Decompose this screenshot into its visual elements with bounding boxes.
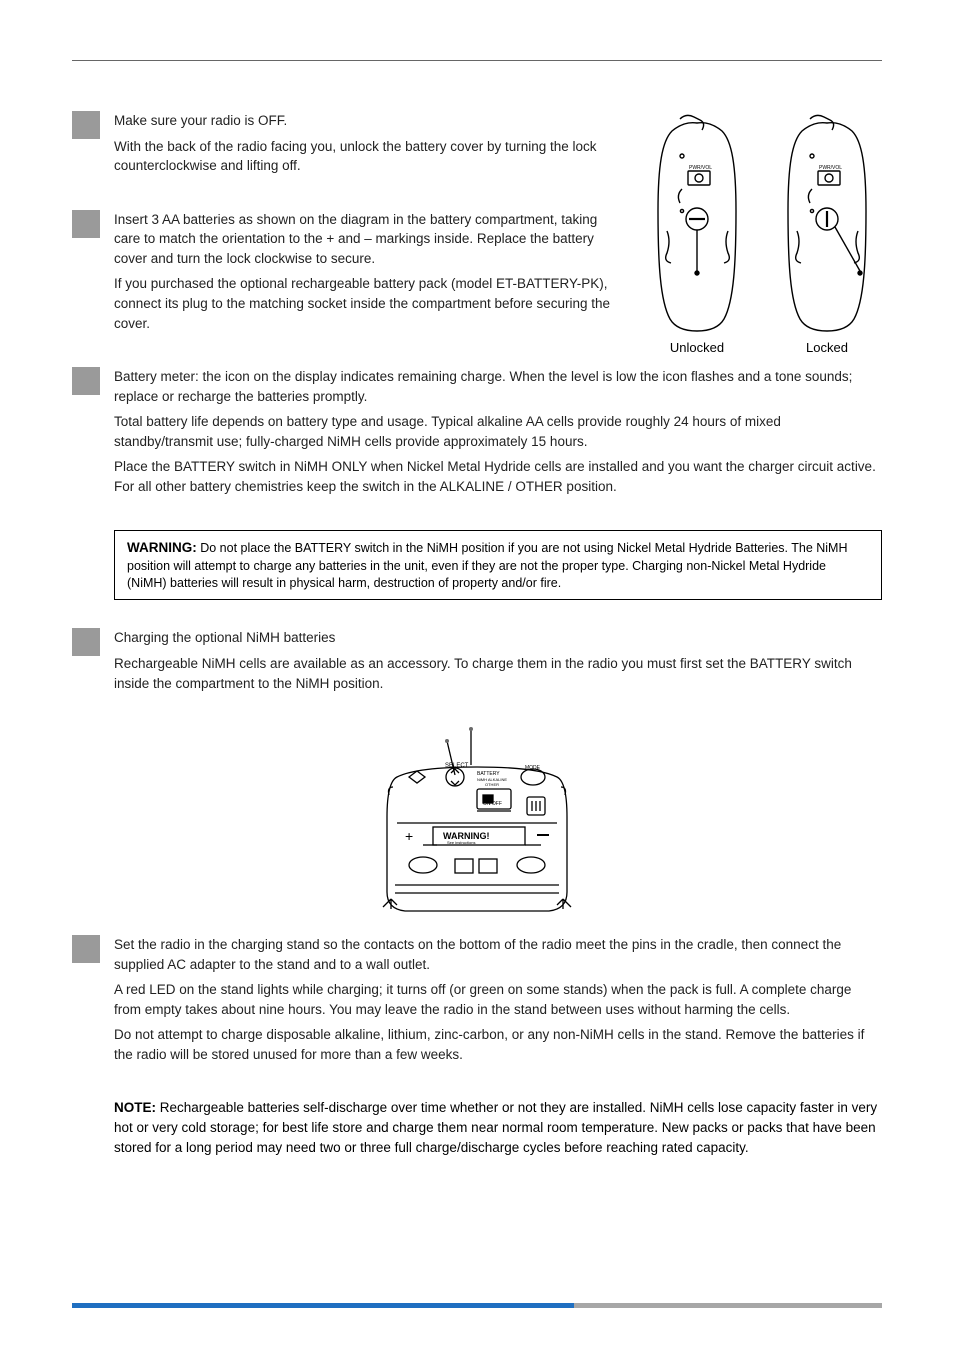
locked-diagram-col: PWR/VOL Locked xyxy=(772,111,882,355)
compartment-diagram-wrap: SELECT BATTERY NiMH ALKALINE OTHER ON OF… xyxy=(72,727,882,917)
svg-text:ON OFF: ON OFF xyxy=(483,801,502,807)
step-5-line-2: A red LED on the stand lights while char… xyxy=(114,980,882,1019)
note-text: Rechargeable batteries self-discharge ov… xyxy=(114,1100,877,1154)
svg-text:PWR/VOL: PWR/VOL xyxy=(819,165,842,171)
step-3-line-3: Place the BATTERY switch in NiMH ONLY wh… xyxy=(114,457,882,496)
step-5-number-box xyxy=(72,935,100,963)
svg-text:See instructions: See instructions xyxy=(447,840,475,845)
step-1-line-2: With the back of the radio facing you, u… xyxy=(114,137,622,176)
svg-text:SELECT: SELECT xyxy=(445,763,469,769)
step-3: Battery meter: the icon on the display i… xyxy=(72,367,882,502)
step-4-body: Charging the optional NiMH batteries Rec… xyxy=(114,628,882,699)
step-5: Set the radio in the charging stand so t… xyxy=(72,935,882,1070)
step-4-number-box xyxy=(72,628,100,656)
step-3-line-1: Battery meter: the icon on the display i… xyxy=(114,367,882,406)
unlocked-diagram-col: PWR/VOL Unlocked xyxy=(642,111,752,355)
step-2: Insert 3 AA batteries as shown on the di… xyxy=(72,210,622,339)
warning-label: WARNING: xyxy=(127,540,197,555)
step-4: Charging the optional NiMH batteries Rec… xyxy=(72,628,882,699)
svg-text:+: + xyxy=(405,828,413,844)
step-1-line-1: Make sure your radio is OFF. xyxy=(114,111,622,131)
step-5-body: Set the radio in the charging stand so t… xyxy=(114,935,882,1070)
step-2-body: Insert 3 AA batteries as shown on the di… xyxy=(114,210,622,339)
svg-text:PWR/VOL: PWR/VOL xyxy=(689,165,712,171)
unlocked-caption: Unlocked xyxy=(670,340,724,355)
svg-text:OTHER: OTHER xyxy=(485,782,499,787)
footer-bar-grey xyxy=(574,1303,882,1308)
step-3-line-2: Total battery life depends on battery ty… xyxy=(114,412,882,451)
step-4-line-1: Rechargeable NiMH cells are available as… xyxy=(114,654,882,693)
step-5-line-3: Do not attempt to charge disposable alka… xyxy=(114,1025,882,1064)
svg-text:MODE: MODE xyxy=(525,765,541,771)
warning-box: WARNING: Do not place the BATTERY switch… xyxy=(114,530,882,600)
step-1-body: Make sure your radio is OFF. With the ba… xyxy=(114,111,622,182)
step-2-number-box xyxy=(72,210,100,238)
note-block: NOTE: Rechargeable batteries self-discha… xyxy=(114,1098,882,1157)
step-3-body: Battery meter: the icon on the display i… xyxy=(114,367,882,502)
top-rule xyxy=(72,60,882,61)
footer-bar-blue xyxy=(72,1303,574,1308)
page-root: PWR/VOL Unlocked xyxy=(0,0,954,1350)
step-4-title: Charging the optional NiMH batteries xyxy=(114,628,882,648)
locked-caption: Locked xyxy=(806,340,848,355)
step-1: Make sure your radio is OFF. With the ba… xyxy=(72,111,622,182)
step-5-line-1: Set the radio in the charging stand so t… xyxy=(114,935,882,974)
warning-text: Do not place the BATTERY switch in the N… xyxy=(127,541,848,589)
radio-unlocked-icon: PWR/VOL xyxy=(642,111,752,336)
battery-compartment-icon: SELECT BATTERY NiMH ALKALINE OTHER ON OF… xyxy=(377,727,577,917)
note-label: NOTE: xyxy=(114,1100,156,1115)
radio-locked-icon: PWR/VOL xyxy=(772,111,882,336)
step-1-number-box xyxy=(72,111,100,139)
footer-bar xyxy=(72,1303,882,1308)
step-2-line-2: If you purchased the optional rechargeab… xyxy=(114,274,622,333)
lock-diagram-group: PWR/VOL Unlocked xyxy=(642,111,882,355)
step-2-line-1: Insert 3 AA batteries as shown on the di… xyxy=(114,210,622,269)
step-3-number-box xyxy=(72,367,100,395)
